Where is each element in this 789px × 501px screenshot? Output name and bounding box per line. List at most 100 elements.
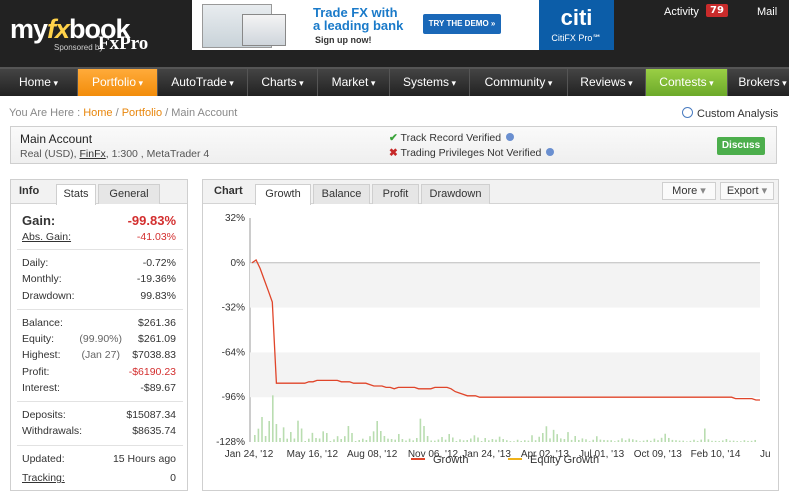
nav-reviews[interactable]: Reviews bbox=[568, 69, 646, 96]
volume-bar bbox=[639, 441, 641, 442]
chart-panel: Chart Growth Balance Profit Drawdown Mor… bbox=[202, 179, 779, 491]
volume-bar bbox=[344, 436, 346, 442]
more-dropdown[interactable]: More bbox=[662, 182, 716, 200]
volume-bar bbox=[365, 440, 368, 442]
nav-charts[interactable]: Charts bbox=[248, 69, 318, 96]
nav-portfolio[interactable]: Portfolio bbox=[78, 69, 158, 96]
volume-bar bbox=[560, 438, 562, 442]
breadcrumb-home[interactable]: Home bbox=[83, 107, 113, 119]
volume-bar bbox=[660, 437, 663, 442]
volume-bar bbox=[275, 424, 278, 442]
volume-bar bbox=[264, 436, 267, 442]
nav-systems[interactable]: Systems bbox=[390, 69, 470, 96]
balance-row: Balance: $261.36 bbox=[22, 317, 176, 329]
nav-market[interactable]: Market bbox=[318, 69, 390, 96]
myfxbook-logo[interactable]: myfxbook bbox=[10, 14, 131, 44]
growth-chart[interactable]: 32% 0% -32% -64% -96% -128% Jan 24, '12 May 16… bbox=[203, 204, 778, 470]
volume-bar bbox=[603, 439, 605, 442]
volume-bar bbox=[664, 433, 666, 442]
citi-logo[interactable]: citi CitiFX Pro℠ bbox=[539, 0, 614, 50]
volume-bar bbox=[545, 426, 548, 442]
help-icon[interactable] bbox=[506, 133, 515, 141]
growth-legend-swatch bbox=[411, 458, 425, 460]
nav-autotrade[interactable]: AutoTrade bbox=[158, 69, 248, 96]
activity-link[interactable]: Activity bbox=[664, 6, 699, 18]
volume-bar bbox=[617, 440, 620, 442]
legend-growth[interactable]: Growth bbox=[411, 454, 468, 466]
volume-bar bbox=[383, 436, 386, 442]
custom-analysis-link[interactable]: Custom Analysis bbox=[682, 107, 778, 120]
track-record-status: ✔ Track Record Verified bbox=[389, 132, 515, 144]
equity-row: Equity: (99.90%) $261.09 bbox=[22, 333, 176, 345]
breadcrumb-portfolio[interactable]: Portfolio bbox=[121, 107, 163, 119]
x-tick-label: Ju bbox=[760, 449, 771, 460]
account-summary-bar: Main Account Real (USD), FinFx, 1:300 , … bbox=[10, 126, 777, 164]
try-demo-button[interactable]: TRY THE DEMO » bbox=[423, 14, 501, 34]
volume-bar bbox=[635, 440, 638, 442]
export-dropdown[interactable]: Export bbox=[720, 182, 774, 200]
volume-bar bbox=[671, 439, 674, 442]
volume-bar bbox=[254, 435, 256, 442]
gain-row: Gain: -99.83% bbox=[22, 213, 176, 228]
mail-link[interactable]: Mail bbox=[757, 6, 778, 18]
volume-bar bbox=[509, 441, 512, 442]
volume-bar bbox=[531, 435, 533, 442]
x-tick-label: Apr 02, '13 bbox=[521, 449, 569, 460]
cross-icon: ✖ bbox=[389, 147, 398, 159]
highest-row: Highest: (Jan 27) $7038.83 bbox=[22, 349, 176, 361]
help-icon[interactable] bbox=[546, 148, 555, 156]
nav-contests[interactable]: Contests bbox=[646, 69, 728, 96]
gain-value: -99.83% bbox=[127, 213, 176, 228]
volume-bar bbox=[722, 440, 724, 442]
nav-community[interactable]: Community bbox=[470, 69, 568, 96]
fxpro-logo[interactable]: FxPro bbox=[98, 33, 149, 54]
volume-bar bbox=[682, 440, 684, 442]
tab-stats[interactable]: Stats bbox=[56, 184, 96, 205]
tracking-row: Tracking: 0 bbox=[22, 472, 176, 484]
volume-bar bbox=[668, 437, 670, 442]
activity-count-badge[interactable]: 79 bbox=[706, 4, 728, 17]
x-tick-label: Aug 08, '12 bbox=[347, 449, 398, 460]
tab-general[interactable]: General bbox=[98, 184, 160, 204]
daily-row: Daily: -0.72% bbox=[22, 257, 176, 269]
volume-bar bbox=[567, 432, 569, 442]
tab-drawdown[interactable]: Drawdown bbox=[421, 184, 490, 204]
abs-gain-row: Abs. Gain: -41.03% bbox=[22, 231, 176, 243]
tracking-link[interactable]: Tracking: bbox=[22, 472, 65, 484]
volume-bar bbox=[524, 440, 526, 442]
discuss-button[interactable]: Discuss bbox=[717, 137, 765, 155]
ad-banner[interactable]: Trade FX with a leading bank Sign up now!… bbox=[192, 0, 614, 50]
volume-bar bbox=[340, 439, 342, 442]
volume-bar bbox=[437, 439, 440, 442]
volume-bar bbox=[473, 435, 476, 442]
volume-bar bbox=[354, 441, 357, 442]
volume-bar bbox=[538, 436, 540, 442]
sponsor-label: Sponsored by FxPro bbox=[54, 33, 149, 54]
volume-bar bbox=[542, 433, 544, 442]
volume-bar bbox=[689, 440, 692, 442]
volume-bar bbox=[480, 441, 483, 442]
info-title: Info bbox=[19, 185, 40, 197]
volume-bar bbox=[318, 438, 321, 442]
volume-bar bbox=[293, 438, 296, 442]
volume-bar bbox=[556, 434, 558, 442]
volume-bar bbox=[311, 432, 314, 442]
legend-equity-growth[interactable]: Equity Growth bbox=[508, 454, 599, 466]
volume-bar bbox=[279, 438, 281, 442]
tab-balance[interactable]: Balance bbox=[313, 184, 370, 204]
account-details: Real (USD), FinFx, 1:300 , MetaTrader 4 bbox=[20, 148, 210, 160]
volume-bar bbox=[610, 440, 612, 442]
volume-bar bbox=[552, 429, 555, 442]
withdrawals-row: Withdrawals: $8635.74 bbox=[22, 425, 176, 437]
deposits-row: Deposits: $15087.34 bbox=[22, 409, 176, 421]
tab-growth[interactable]: Growth bbox=[255, 184, 311, 205]
nav-brokers[interactable]: Brokers bbox=[728, 69, 789, 96]
tab-profit[interactable]: Profit bbox=[372, 184, 419, 204]
nav-home[interactable]: Home bbox=[0, 69, 78, 96]
y-tick-label: 32% bbox=[225, 213, 245, 224]
volume-bar bbox=[315, 438, 317, 442]
broker-link[interactable]: FinFx bbox=[79, 148, 106, 160]
trading-privileges-status: ✖ Trading Privileges Not Verified bbox=[389, 147, 555, 159]
y-tick-label: 0% bbox=[231, 258, 246, 269]
volume-bar bbox=[570, 439, 573, 442]
